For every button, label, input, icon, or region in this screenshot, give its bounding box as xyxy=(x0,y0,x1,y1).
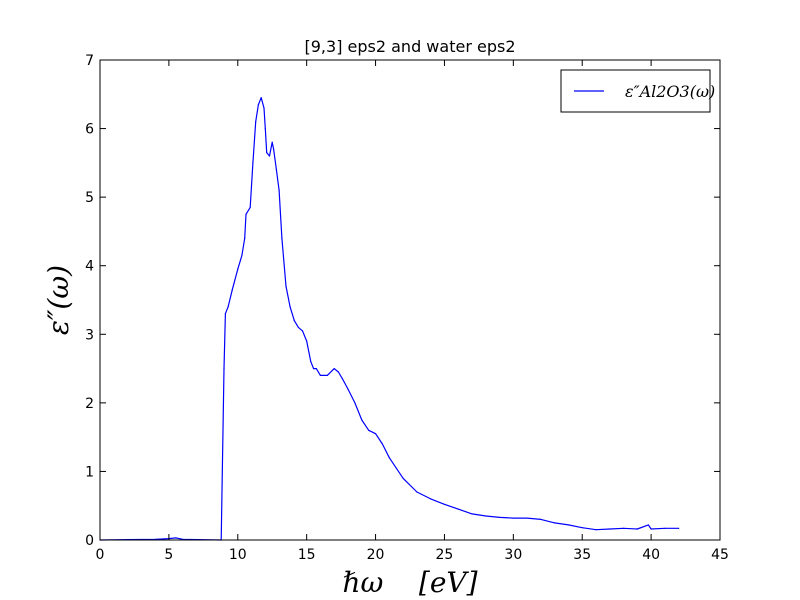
data-point xyxy=(636,528,638,530)
data-point xyxy=(223,367,225,370)
y-tick-label: 0 xyxy=(85,533,94,549)
data-point xyxy=(255,121,257,123)
data-point xyxy=(381,443,384,445)
data-point xyxy=(245,213,247,215)
data-point xyxy=(368,429,370,431)
x-tick-label: 25 xyxy=(436,547,454,563)
data-point xyxy=(231,289,233,291)
data-point xyxy=(402,477,404,479)
x-tick-label: 15 xyxy=(298,547,316,563)
data-point xyxy=(341,378,344,380)
chart-marks xyxy=(99,97,680,541)
data-point xyxy=(678,527,680,529)
x-tick-label: 35 xyxy=(573,547,591,563)
data-point xyxy=(485,515,487,517)
data-point xyxy=(554,522,556,524)
data-point xyxy=(354,402,356,404)
data-point xyxy=(443,503,446,505)
data-point xyxy=(430,498,432,500)
data-point xyxy=(315,367,317,370)
data-point xyxy=(273,148,275,150)
data-point xyxy=(609,528,611,530)
data-point xyxy=(301,330,304,332)
data-point xyxy=(244,237,246,239)
chart-title: [9,3] eps2 and water eps2 xyxy=(305,37,516,56)
x-tick-label: 20 xyxy=(367,547,385,563)
data-point xyxy=(237,268,239,270)
x-tick-label: 0 xyxy=(96,547,105,563)
data-point xyxy=(266,151,268,154)
data-point xyxy=(581,527,583,529)
data-point xyxy=(257,103,260,106)
data-point xyxy=(289,306,291,308)
data-point xyxy=(306,340,308,342)
y-axis-label: ε″(ω) xyxy=(42,265,75,335)
data-point xyxy=(416,491,418,493)
x-tick-label: 10 xyxy=(229,547,247,563)
legend-label: ε″Al2O3(ω) xyxy=(625,82,715,101)
data-point xyxy=(264,127,266,130)
data-point xyxy=(457,508,459,510)
data-point xyxy=(567,524,570,526)
data-point xyxy=(263,107,265,109)
x-tick-label: 45 xyxy=(711,547,729,563)
plot-frame xyxy=(99,59,721,541)
data-point xyxy=(512,517,514,519)
data-point xyxy=(622,527,625,529)
data-point xyxy=(252,162,254,164)
data-point xyxy=(297,326,299,329)
y-tick-label: 1 xyxy=(85,464,94,480)
data-point xyxy=(361,419,363,421)
data-point xyxy=(271,141,273,143)
data-point xyxy=(260,97,262,99)
x-tick-label: 5 xyxy=(164,547,173,563)
legend: ε″Al2O3(ω) xyxy=(560,69,715,113)
data-point xyxy=(540,518,542,521)
y-tick-label: 4 xyxy=(85,259,94,275)
data-point xyxy=(227,306,229,308)
series-line xyxy=(99,97,679,541)
data-point xyxy=(347,388,349,390)
data-point xyxy=(337,371,339,373)
data-point xyxy=(268,155,271,157)
data-point xyxy=(498,516,501,518)
data-point xyxy=(664,527,666,529)
data-point xyxy=(388,457,390,459)
y-tick-label: 5 xyxy=(85,190,94,206)
y-tick-label: 6 xyxy=(85,122,94,138)
y-tick-label: 3 xyxy=(85,327,94,343)
data-point xyxy=(281,237,283,239)
data-point xyxy=(650,528,652,530)
data-point xyxy=(333,367,335,370)
data-point xyxy=(249,206,251,209)
data-point xyxy=(319,374,322,377)
data-point xyxy=(312,367,315,370)
data-point xyxy=(526,517,528,519)
y-tick-label: 7 xyxy=(85,53,94,69)
x-tick-label: 40 xyxy=(642,547,660,563)
data-point xyxy=(595,529,597,531)
data-point xyxy=(175,537,177,539)
data-point xyxy=(285,285,287,287)
x-axis-label: ℏω [eV] xyxy=(342,566,477,599)
data-point xyxy=(278,189,280,191)
data-point xyxy=(224,313,226,315)
y-tick-label: 2 xyxy=(85,396,94,412)
data-point xyxy=(241,254,243,257)
data-point xyxy=(326,374,328,377)
data-point xyxy=(275,169,277,171)
data-point xyxy=(471,513,473,515)
data-point xyxy=(647,524,649,526)
x-tick-label: 30 xyxy=(504,547,522,563)
data-point xyxy=(310,361,312,363)
data-point xyxy=(293,319,295,322)
data-point xyxy=(374,433,377,435)
